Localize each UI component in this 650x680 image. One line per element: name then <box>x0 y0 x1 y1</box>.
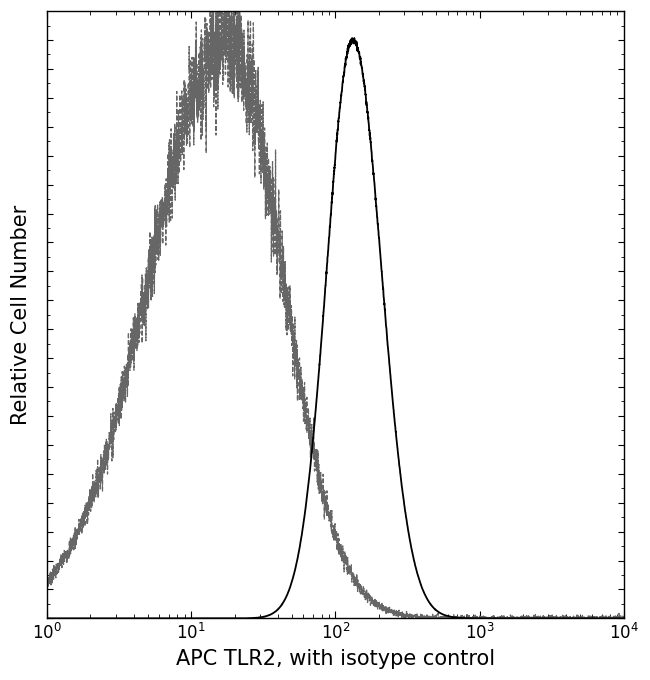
Y-axis label: Relative Cell Number: Relative Cell Number <box>11 205 31 425</box>
X-axis label: APC TLR2, with isotype control: APC TLR2, with isotype control <box>176 649 495 669</box>
